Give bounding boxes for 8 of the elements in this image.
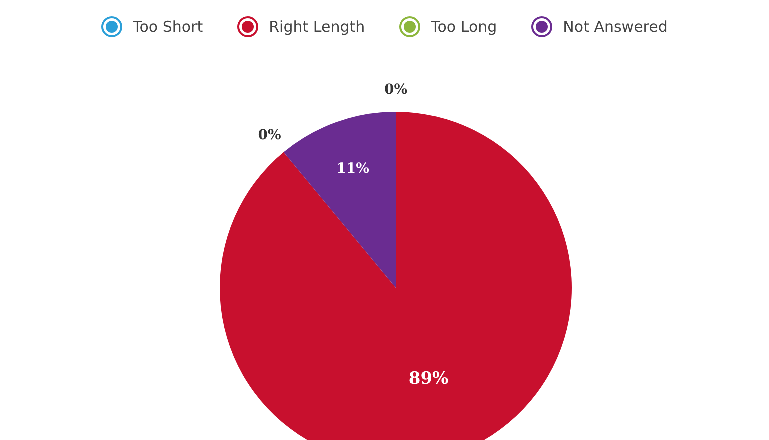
legend-label: Not Answered xyxy=(563,18,668,36)
data-label: 11% xyxy=(336,160,370,177)
legend-label: Too Long xyxy=(431,18,498,36)
legend-label: Right Length xyxy=(269,18,366,36)
legend-label: Too Short xyxy=(133,18,204,36)
text: 0% xyxy=(384,82,408,98)
data-label: 89% xyxy=(408,369,449,390)
text: 0% xyxy=(258,127,282,144)
